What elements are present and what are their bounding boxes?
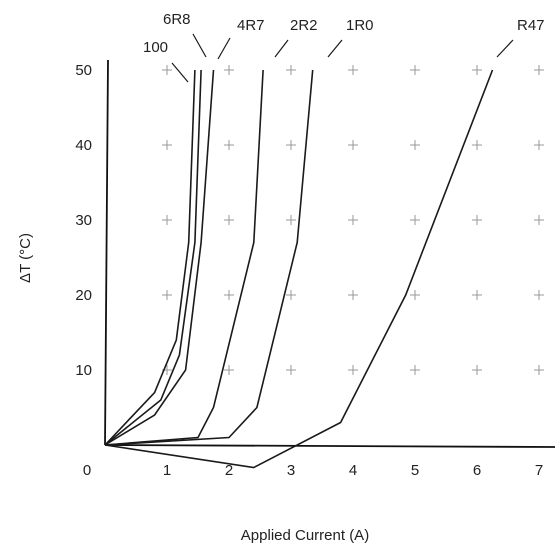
- series-label-100: 100: [143, 39, 168, 56]
- series-label-2r2: 2R2: [290, 17, 318, 34]
- y-tick-label: 10: [75, 362, 92, 379]
- series-line-r47: [104, 69, 494, 469]
- series-leader-100: [171, 62, 189, 83]
- y-tick-label: 30: [75, 212, 92, 229]
- series-leader-2r2: [274, 39, 289, 58]
- y-axis-line: [104, 59, 109, 446]
- y-axis-label: ΔT (°C): [17, 233, 34, 283]
- series-line-2r2: [104, 69, 264, 446]
- x-tick-label: 6: [473, 462, 481, 479]
- series-leader-6r8: [192, 33, 207, 58]
- x-tick-label: 0: [83, 462, 91, 479]
- series-leader-4r7: [217, 37, 231, 60]
- series-label-6r8: 6R8: [163, 11, 191, 28]
- series-leader-r47: [496, 39, 514, 58]
- x-tick-label: 2: [225, 462, 233, 479]
- series-label-r47: R47: [517, 17, 545, 34]
- x-axis-label: Applied Current (A): [241, 527, 369, 544]
- y-tick-label: 50: [75, 62, 92, 79]
- tick-labels: 0 1 2 3 4 5 6 7 10 20 30 40 50: [75, 62, 543, 479]
- series-line-4r7: [104, 69, 215, 446]
- series-label-1r0: 1R0: [346, 17, 374, 34]
- axes: [104, 59, 556, 448]
- x-tick-label: 1: [163, 462, 171, 479]
- series-label-4r7: 4R7: [237, 17, 265, 34]
- series-curves: [104, 69, 494, 469]
- grid-markers: [162, 65, 544, 375]
- y-tick-label: 40: [75, 137, 92, 154]
- series-line-6r8: [104, 69, 202, 446]
- x-axis-line: [104, 444, 556, 448]
- x-tick-label: 3: [287, 462, 295, 479]
- series-labels: 100 6R8 4R7 2R2 1R0 R47: [143, 11, 545, 83]
- series-leader-1r0: [327, 39, 343, 58]
- x-tick-label: 4: [349, 462, 357, 479]
- y-tick-label: 20: [75, 287, 92, 304]
- x-tick-label: 7: [535, 462, 543, 479]
- series-line-100: [104, 69, 196, 446]
- x-tick-label: 5: [411, 462, 419, 479]
- series-line-1r0: [104, 69, 314, 446]
